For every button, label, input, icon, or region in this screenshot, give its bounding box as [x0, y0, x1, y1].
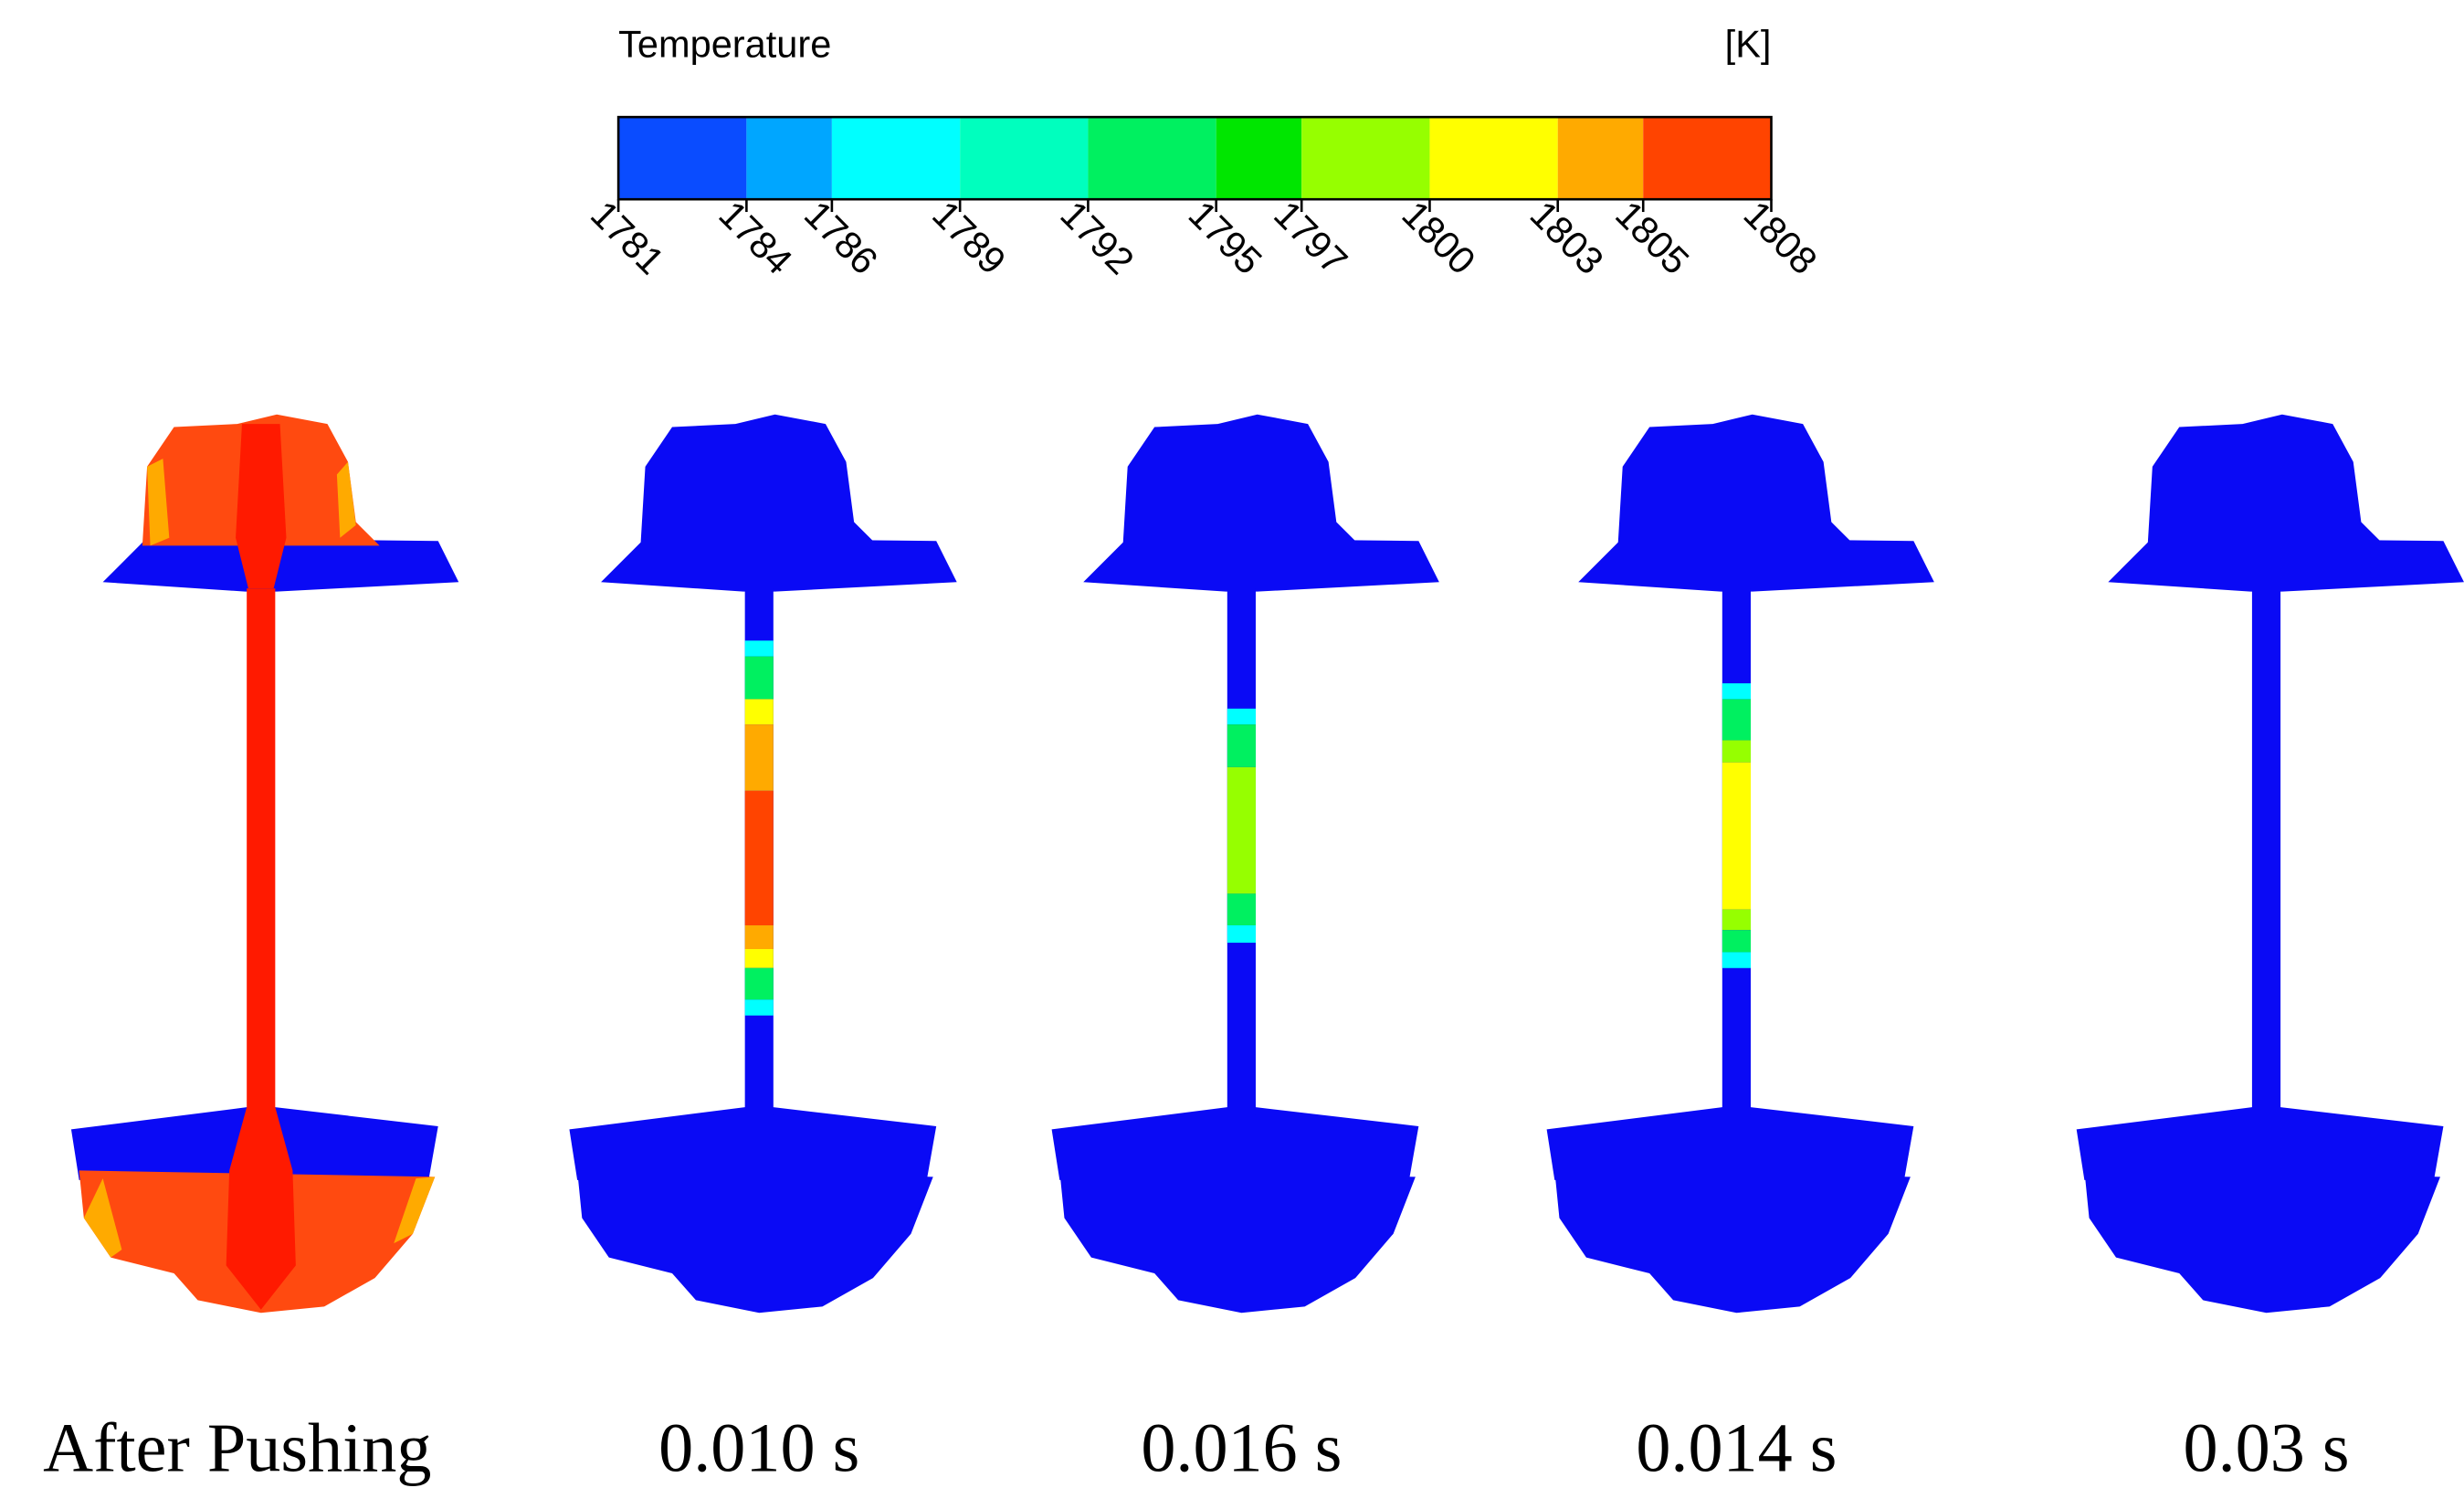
colorbar-title: Temperature	[618, 22, 831, 65]
top-blob	[1122, 414, 1361, 546]
hot-core	[236, 424, 287, 589]
hot-core	[226, 1107, 296, 1310]
colorbar-tick-label: 1789	[924, 193, 1015, 283]
colorbar-band	[831, 117, 961, 200]
neck-band	[1722, 909, 1751, 931]
top-plate	[1578, 537, 1934, 592]
panel-label: 0.010 s	[658, 1409, 859, 1486]
bottom-plate	[569, 1107, 937, 1180]
neck	[2251, 588, 2281, 1115]
colorbar-tick-label: 1781	[583, 193, 673, 283]
top-blob	[640, 414, 879, 546]
neck-band	[1722, 930, 1751, 953]
colorbar-tick-label: 1803	[1522, 193, 1613, 283]
colorbar-band	[1216, 117, 1302, 200]
neck-band	[1722, 952, 1751, 968]
colorbar-band	[1088, 117, 1216, 200]
neck-band	[1227, 925, 1256, 944]
bottom-blob	[1554, 1170, 1911, 1314]
contour-plot	[2076, 414, 2464, 1314]
top-blob	[1617, 414, 1856, 546]
colorbar-band	[1429, 117, 1558, 200]
neck-band	[1227, 766, 1256, 894]
colorbar-band	[618, 117, 747, 200]
colorbar-tick-label: 1786	[796, 193, 887, 283]
top-blob	[2147, 414, 2385, 546]
bottom-plate	[1546, 1107, 1914, 1180]
neck-band	[744, 967, 774, 1000]
colorbar-tick-label: 1795	[1181, 193, 1271, 283]
neck-band	[744, 656, 774, 700]
colorbar-unit: [K]	[1725, 22, 1772, 65]
neck-band	[744, 699, 774, 725]
edge-band	[394, 1177, 436, 1244]
bottom-plate	[1051, 1107, 1419, 1180]
colorbar-tick-label: 1797	[1266, 193, 1356, 283]
neck-band	[1722, 683, 1751, 700]
colorbar-band	[746, 117, 832, 200]
neck-band	[744, 999, 774, 1016]
edge-band	[336, 461, 356, 538]
bottom-blob	[2084, 1170, 2440, 1314]
plots: After Pushing 0.010 s 0.016 s 0.014 s 0.03 s	[43, 414, 2464, 1486]
neck-band	[744, 790, 774, 926]
panel-label: 0.03 s	[2183, 1409, 2349, 1486]
bottom-blob	[577, 1170, 933, 1314]
panel-label: After Pushing	[43, 1409, 431, 1486]
panel-label: 0.016 s	[1141, 1409, 1342, 1486]
edge-band	[147, 459, 170, 546]
colorbar-tick-label: 1805	[1607, 193, 1698, 283]
top-plate	[2108, 537, 2464, 592]
neck-band	[1227, 893, 1256, 926]
colorbar-tick-label: 1784	[711, 193, 801, 283]
neck-band	[1227, 724, 1256, 767]
neck-band	[744, 724, 774, 791]
colorbar-band	[1301, 117, 1430, 200]
neck-band	[1227, 708, 1256, 725]
neck-band	[744, 925, 774, 949]
colorbar-band	[1643, 117, 1772, 200]
bottom-plate	[2076, 1107, 2444, 1180]
neck-band	[1722, 740, 1751, 763]
top-plate	[601, 537, 957, 592]
colorbar-band	[960, 117, 1089, 200]
colorbar-frame	[616, 115, 1773, 201]
neck-band	[1722, 762, 1751, 910]
top-plate	[1083, 537, 1439, 592]
colorbar-tick-label: 1808	[1735, 193, 1826, 283]
colorbar-tick-label: 1800	[1394, 193, 1484, 283]
neck	[247, 588, 276, 1115]
bottom-blob	[1059, 1170, 1416, 1314]
panel-label: 0.014 s	[1636, 1409, 1837, 1486]
neck-band	[1722, 699, 1751, 741]
colorbar-tick-label: 1792	[1052, 193, 1142, 283]
contour-plot	[70, 414, 459, 1314]
contour-plot	[1051, 414, 1439, 1314]
colorbar-band	[1557, 117, 1644, 200]
contour-plot	[1546, 414, 1934, 1314]
top-plate	[102, 537, 459, 592]
neck-band	[744, 948, 774, 968]
contour-plot	[569, 414, 957, 1314]
neck-band	[744, 640, 774, 657]
